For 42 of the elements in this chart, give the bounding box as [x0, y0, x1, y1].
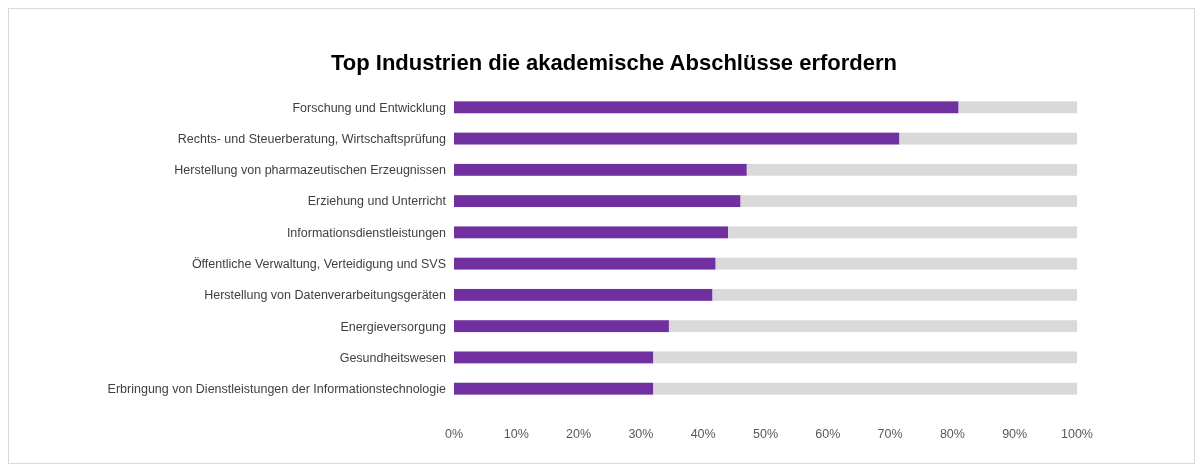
bar — [746, 163, 1077, 176]
bar — [454, 132, 900, 145]
bar — [454, 257, 716, 270]
bar — [454, 101, 959, 114]
bar — [454, 382, 654, 395]
y-tick-label: Erziehung und Unterricht — [307, 194, 447, 209]
bar — [728, 226, 1077, 239]
y-tick-label: Forschung und Entwicklung — [292, 100, 447, 115]
x-tick-label: 100% — [1061, 427, 1093, 441]
bar — [668, 320, 1077, 333]
y-tick-label: Herstellung von Datenverarbeitungsgeräten — [204, 288, 447, 303]
y-tick-label: Energieversorgung — [340, 319, 447, 334]
x-tick-label: 50% — [752, 427, 779, 441]
y-tick-label: Erbringung von Dienstleistungen der Informationstechnologie — [107, 382, 447, 397]
x-tick-label: 0% — [444, 427, 464, 441]
x-tick-label: 40% — [690, 427, 716, 441]
bar — [740, 195, 1077, 208]
bar — [653, 382, 1077, 395]
bar — [653, 351, 1077, 364]
bar — [958, 101, 1077, 114]
x-tick-label: 90% — [1002, 427, 1028, 441]
bar — [454, 226, 729, 239]
x-tick-label: 30% — [628, 427, 654, 441]
bar — [899, 132, 1077, 145]
bar — [454, 351, 654, 364]
y-tick-label: Herstellung von pharmazeutischen Erzeugnissen — [174, 163, 447, 178]
y-tick-label: Informationsdienstleistungen — [286, 225, 447, 240]
y-tick-label: Gesundheitswesen — [339, 350, 447, 365]
x-tick-label: 80% — [939, 427, 965, 441]
bar — [454, 195, 741, 208]
x-tick-label: 10% — [503, 427, 529, 441]
y-tick-label: Rechts- und Steuerberatung, Wirtschaftsprüfung — [177, 131, 447, 146]
bar — [454, 288, 713, 301]
chart-title: Top Industrien die akademische Abschlüsse erfordern — [330, 50, 898, 75]
bar — [712, 288, 1077, 301]
bar — [454, 320, 669, 333]
x-tick-label: 60% — [815, 427, 841, 441]
bar — [715, 257, 1077, 270]
x-tick-label: 70% — [877, 427, 903, 441]
x-tick-label: 20% — [566, 427, 592, 441]
bar — [454, 163, 747, 176]
y-tick-label: Öffentliche Verwaltung, Verteidigung und SVS — [191, 257, 446, 272]
